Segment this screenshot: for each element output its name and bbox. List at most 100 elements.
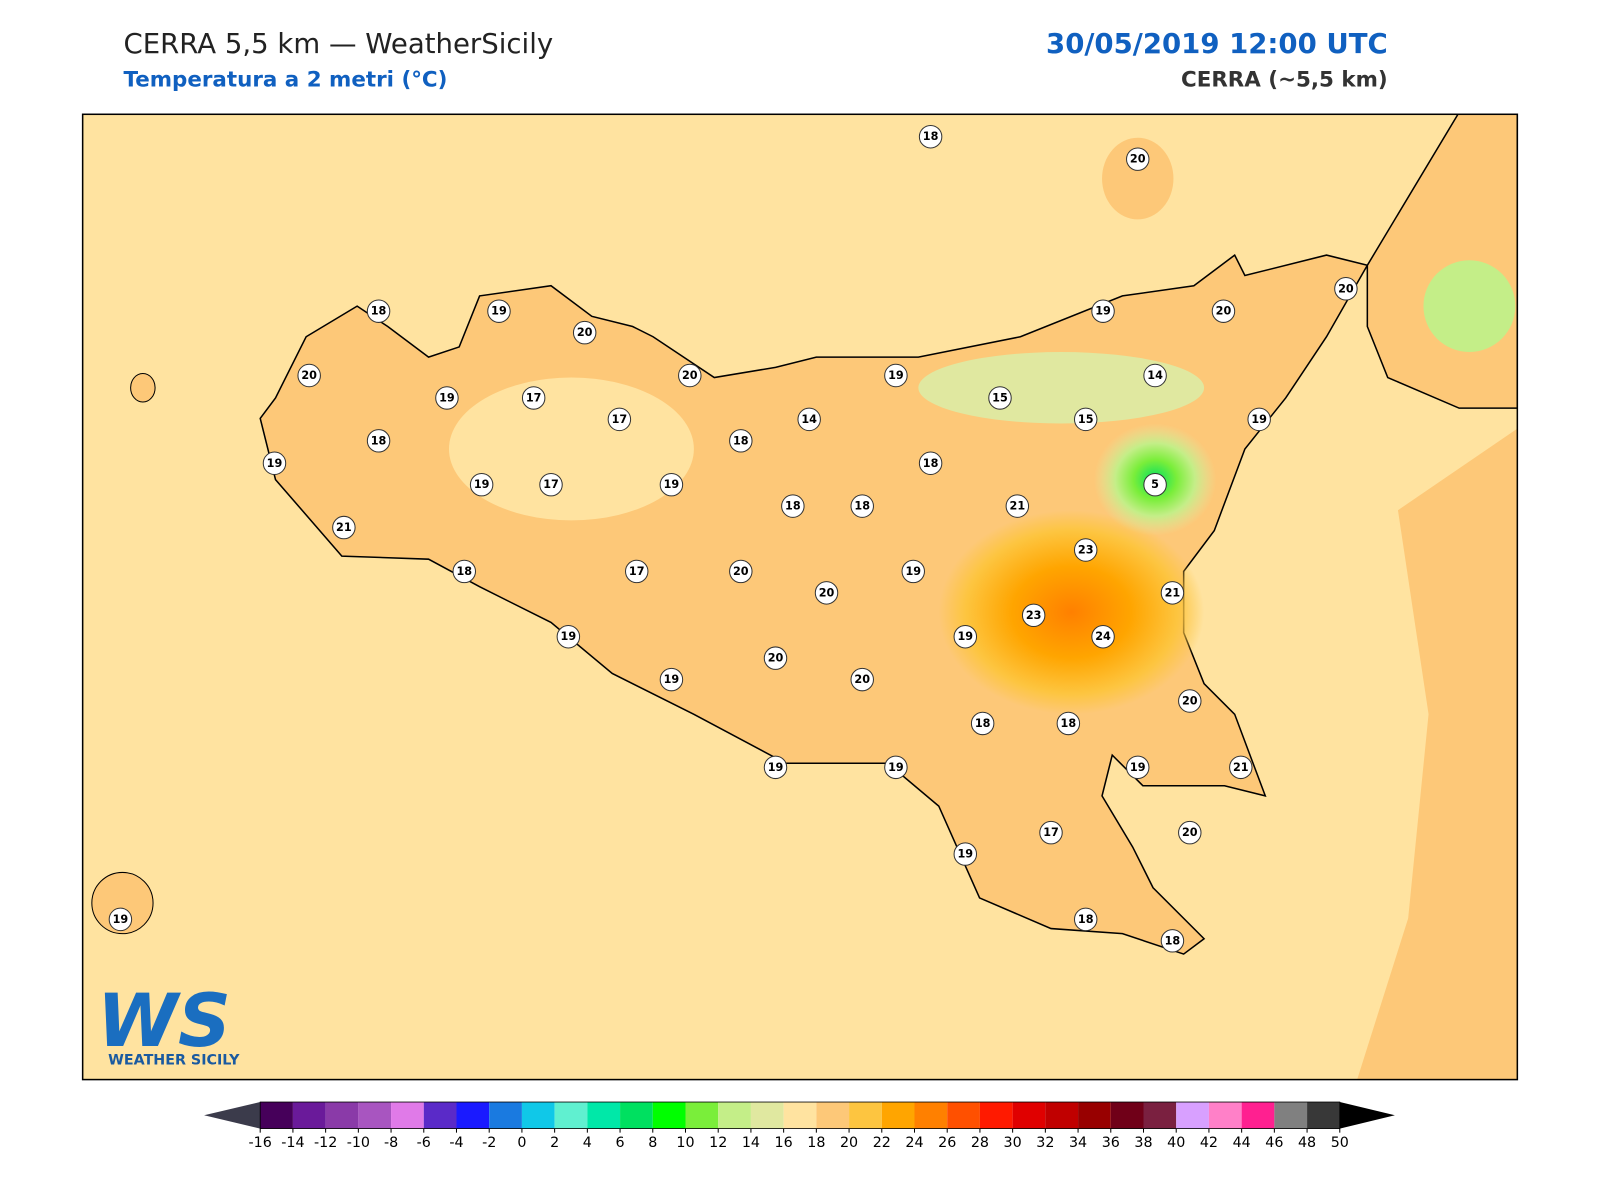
colorbar-segment [1208,1102,1242,1129]
colorbar-over [1339,1102,1395,1129]
station-value: 19 [491,305,507,318]
cool-area [1423,260,1516,353]
colorbar-tick-label: 20 [840,1135,858,1151]
station-value: 21 [1010,500,1026,513]
station-marker [729,429,753,453]
station-marker [884,755,908,780]
model-label: CERRA (~5,5 km) [1181,68,1388,93]
station-marker [1091,624,1115,649]
colorbar-tick-label: 26 [938,1135,956,1151]
station-value: 18 [975,717,991,730]
station-value: 19 [474,478,490,491]
station-value: 20 [1182,695,1198,708]
colorbar-tick-label: 38 [1134,1135,1152,1151]
station-marker [1005,494,1030,518]
colorbar-tick-label: 6 [616,1135,625,1151]
island [130,372,156,403]
hot-area [938,510,1205,715]
island [91,871,154,935]
colorbar-segment [489,1102,522,1129]
colorbar-segment [979,1102,1013,1129]
station-value: 19 [1130,761,1146,774]
station-marker [953,842,978,866]
station-value: 23 [1026,609,1042,622]
colorbar-segment [914,1102,948,1129]
station-value: 20 [819,586,835,599]
station-value: 20 [577,326,593,339]
station-marker [659,667,684,692]
station-marker [1160,581,1185,605]
station-marker [1334,277,1358,301]
station-marker [1143,472,1167,497]
colorbar-segment [325,1102,359,1129]
station-marker [469,472,494,497]
colorbar-tick-label: 18 [807,1135,825,1151]
colorbar-tick-label: 12 [709,1135,727,1151]
colorbar-under [204,1102,261,1129]
station-marker [729,559,753,584]
station-value: 19 [768,761,784,774]
station-marker [1021,603,1046,628]
station-value: 19 [664,673,680,686]
station-marker [1178,689,1202,713]
station-marker [988,386,1012,410]
station-value: 19 [888,369,904,382]
station-marker [797,407,821,432]
colorbar-segment [1143,1102,1177,1129]
colorbar-tick-label: 28 [971,1135,989,1151]
station-value: 20 [1130,153,1146,166]
station-value: 18 [733,434,749,447]
station-value: 23 [1078,543,1094,556]
station-value: 20 [1338,282,1354,295]
colorbar-tick-label: -2 [482,1135,496,1151]
station-value: 21 [1233,761,1249,774]
station-marker [366,429,391,453]
station-marker [953,624,978,649]
datetime: 30/05/2019 12:00 UTC [1046,28,1388,60]
logo-name: WEATHER SICILY [108,1052,240,1068]
station-value: 24 [1095,630,1111,643]
colorbar-segment [587,1102,621,1129]
station-value: 18 [1061,717,1077,730]
station-value: 20 [854,673,870,686]
colorbar-tick-label: 32 [1036,1135,1054,1151]
island [1102,137,1174,220]
station-marker [678,363,702,388]
station-marker [452,559,477,584]
logo-mark: WS [97,979,231,1064]
station-marker [607,407,632,432]
station-marker [556,624,581,649]
station-marker [487,299,511,323]
colorbar-tick-label: -14 [281,1135,304,1151]
colorbar-tick-label: 42 [1200,1135,1218,1151]
station-marker [332,515,356,540]
station-value: 19 [905,565,921,578]
station-marker [1073,907,1098,932]
station-value: 5 [1151,478,1159,491]
station-marker [1143,363,1167,388]
map-layer: CERRA 5,5 km — WeatherSicily Temperatura… [81,28,1519,1151]
station-value: 19 [439,391,455,404]
colorbar-segment [620,1102,653,1129]
colorbar-segment [1241,1102,1275,1129]
station-marker [918,124,943,149]
colorbar-segment [260,1102,293,1129]
station-value: 19 [113,913,129,926]
station-value: 18 [371,305,387,318]
colorbar-segment [521,1102,555,1129]
colorbar-segment [849,1102,882,1129]
colorbar-tick-label: 44 [1233,1135,1251,1151]
station-marker [1178,820,1202,845]
station-value: 18 [785,500,801,513]
station-marker [297,363,321,388]
station-marker [970,711,995,736]
colorbar-tick-label: 30 [1004,1135,1022,1151]
station-value: 19 [561,630,577,643]
station-value: 19 [664,478,680,491]
colorbar-tick-label: 40 [1167,1135,1185,1151]
colorbar-segment [1110,1102,1144,1129]
station-value: 19 [1251,413,1267,426]
warm-sea [1357,428,1518,1080]
station-marker [1160,929,1185,953]
station-marker [1229,755,1253,780]
